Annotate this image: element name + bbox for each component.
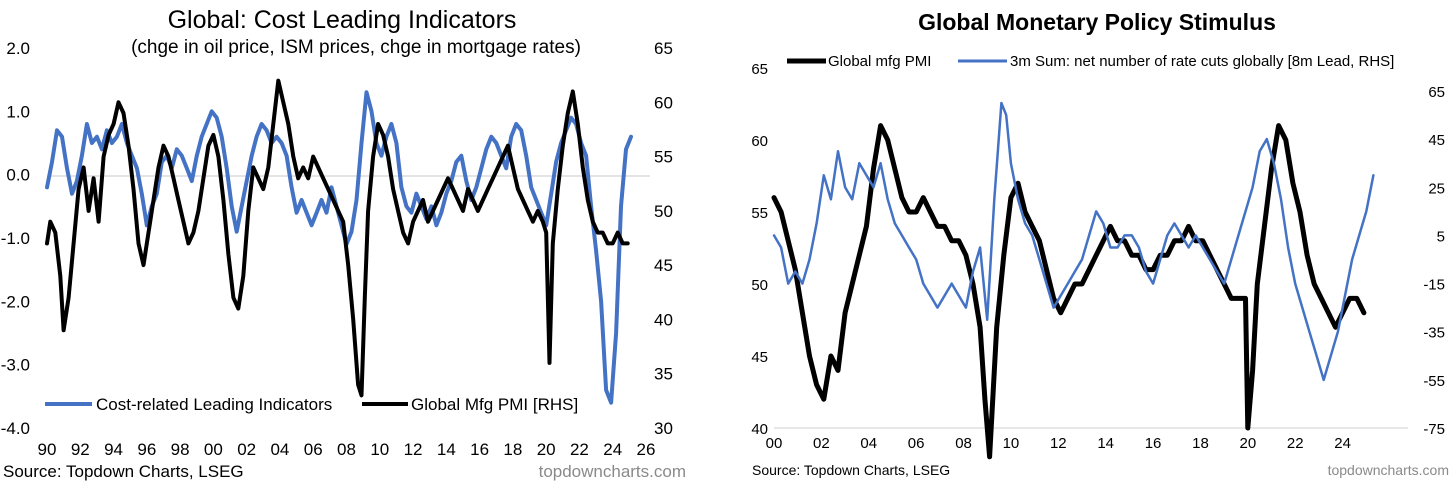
left-chart-subtitle: (chge in oil price, ISM prices, chge in … xyxy=(131,37,581,58)
l-y-right-tick: 65 xyxy=(654,39,673,58)
l-x-tick: 12 xyxy=(404,440,423,459)
r-y-right-tick: 25 xyxy=(1428,180,1445,197)
r-x-tick: 04 xyxy=(860,435,877,452)
legend-label-pmi: Global Mfg PMI [RHS] xyxy=(411,395,578,414)
r-y-right-tick: 65 xyxy=(1428,84,1445,101)
left-y-axis-right: 65 60 55 50 45 40 35 30 xyxy=(654,39,673,438)
left-y-axis-left: 2.0 1.0 0.0 -1.0 -2.0 -3.0 -4.0 xyxy=(1,39,30,438)
l-x-tick: 96 xyxy=(137,440,156,459)
l-y-left-tick: 1.0 xyxy=(6,102,30,121)
r-x-tick: 18 xyxy=(1192,435,1209,452)
l-x-tick: 24 xyxy=(603,440,622,459)
right-chart-title: Global Monetary Policy Stimulus xyxy=(918,9,1276,35)
r-x-tick: 02 xyxy=(813,435,830,452)
l-series-black xyxy=(45,78,630,398)
r-y-right-tick: -35 xyxy=(1423,325,1445,342)
l-y-left-tick: -4.0 xyxy=(1,419,30,438)
left-series-group xyxy=(45,78,633,405)
right-chart: Global Monetary Policy Stimulus Global m… xyxy=(751,9,1449,478)
r-series-black xyxy=(771,123,1367,460)
l-x-tick: 10 xyxy=(370,440,389,459)
l-x-tick: 04 xyxy=(270,440,289,459)
legend-label-cost: Cost-related Leading Indicators xyxy=(96,395,332,414)
l-y-left-tick: 2.0 xyxy=(6,39,30,58)
left-legend: Cost-related Leading Indicators Global M… xyxy=(45,395,578,414)
right-y-axis-right: 65 45 25 5 -15 -35 -55 -75 xyxy=(1423,84,1445,438)
l-x-tick: 08 xyxy=(337,440,356,459)
legend-label-global-pmi: Global mfg PMI xyxy=(828,53,931,70)
legend-label-rate-cuts: 3m Sum: net number of rate cuts globally… xyxy=(1010,53,1394,70)
right-legend: Global mfg PMI 3m Sum: net number of rat… xyxy=(787,53,1394,70)
r-x-tick: 24 xyxy=(1334,435,1351,452)
left-source: Source: Topdown Charts, LSEG xyxy=(3,462,244,481)
right-series-group xyxy=(771,101,1375,460)
l-x-tick: 92 xyxy=(71,440,90,459)
l-x-tick: 90 xyxy=(38,440,57,459)
l-x-tick: 14 xyxy=(437,440,456,459)
l-x-tick: 02 xyxy=(237,440,256,459)
l-y-left-tick: -2.0 xyxy=(1,292,30,311)
right-x-axis: 00 02 04 06 08 10 12 14 16 18 20 22 24 xyxy=(766,435,1351,452)
l-x-tick: 00 xyxy=(204,440,223,459)
l-y-left-tick: 0.0 xyxy=(6,166,30,185)
r-series-blue xyxy=(772,101,1375,382)
l-y-right-tick: 55 xyxy=(654,148,673,167)
l-y-left-tick: -1.0 xyxy=(1,229,30,248)
l-y-right-tick: 60 xyxy=(654,93,673,112)
l-x-tick: 16 xyxy=(470,440,489,459)
r-y-left-tick: 45 xyxy=(751,349,768,366)
r-x-tick: 00 xyxy=(766,435,783,452)
r-y-left-tick: 60 xyxy=(751,133,768,150)
l-y-right-tick: 50 xyxy=(654,202,673,221)
l-y-right-tick: 40 xyxy=(654,310,673,329)
r-y-right-tick: 45 xyxy=(1428,132,1445,149)
left-chart-title: Global: Cost Leading Indicators xyxy=(168,6,517,34)
right-source: Source: Topdown Charts, LSEG xyxy=(752,462,950,478)
r-x-tick: 22 xyxy=(1287,435,1304,452)
r-x-tick: 16 xyxy=(1145,435,1162,452)
r-x-tick: 14 xyxy=(1097,435,1114,452)
r-x-tick: 20 xyxy=(1240,435,1257,452)
l-x-tick: 94 xyxy=(104,440,123,459)
left-x-axis: 90 92 94 96 98 00 02 04 06 08 10 12 14 16 18 20 22 24 26 xyxy=(38,440,656,459)
l-x-tick: 22 xyxy=(570,440,589,459)
l-x-tick: 98 xyxy=(171,440,190,459)
r-x-tick: 08 xyxy=(955,435,972,452)
l-x-tick: 20 xyxy=(537,440,556,459)
r-y-left-tick: 55 xyxy=(751,205,768,222)
r-x-tick: 10 xyxy=(1003,435,1020,452)
l-x-tick: 06 xyxy=(304,440,323,459)
r-y-left-tick: 40 xyxy=(751,421,768,438)
r-y-right-tick: -15 xyxy=(1423,277,1445,294)
l-y-right-tick: 30 xyxy=(654,419,673,438)
r-y-left-tick: 50 xyxy=(751,277,768,294)
l-y-left-tick: -3.0 xyxy=(1,356,30,375)
left-watermark: topdowncharts.com xyxy=(539,462,686,481)
r-y-right-tick: -75 xyxy=(1423,421,1445,438)
r-y-right-tick: -55 xyxy=(1423,373,1445,390)
r-x-tick: 06 xyxy=(908,435,925,452)
l-series-blue xyxy=(45,90,633,405)
right-watermark: topdowncharts.com xyxy=(1328,462,1449,478)
l-x-tick: 18 xyxy=(503,440,522,459)
left-chart: Global: Cost Leading Indicators (chge in… xyxy=(1,6,686,481)
l-y-right-tick: 35 xyxy=(654,365,673,384)
r-x-tick: 12 xyxy=(1050,435,1067,452)
right-y-axis-left: 65 60 55 50 45 40 xyxy=(751,61,768,438)
l-x-tick: 26 xyxy=(637,440,656,459)
r-y-right-tick: 5 xyxy=(1437,228,1445,245)
l-y-right-tick: 45 xyxy=(654,256,673,275)
r-y-left-tick: 65 xyxy=(751,61,768,78)
